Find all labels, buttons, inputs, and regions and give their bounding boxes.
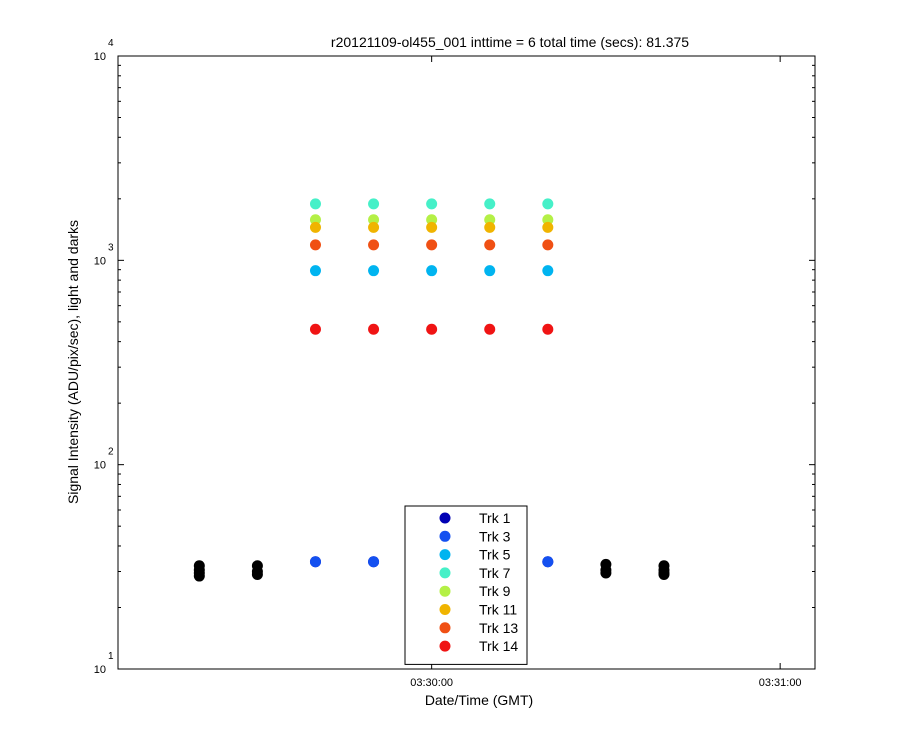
legend: Trk 1 Trk 3 Trk 5 Trk 7 Trk 9 Trk 11 Trk 13 Trk… (404, 505, 528, 665)
y-tick-label: 10 (94, 51, 106, 63)
data-point (542, 239, 554, 251)
data-point (542, 214, 554, 226)
data-point (368, 214, 380, 226)
legend-label: Trk 9 (479, 583, 511, 599)
x-tick-label: 03:31:00 (759, 677, 802, 689)
data-point (368, 323, 380, 335)
y-tick-exponent: 1 (108, 651, 114, 662)
y-axis-label: Signal Intensity (ADU/pix/sec), light an… (65, 220, 81, 504)
data-points (193, 198, 670, 582)
legend-label: Trk 3 (479, 528, 511, 544)
data-point (426, 323, 438, 335)
data-point (484, 265, 496, 277)
data-point (309, 198, 321, 210)
data-point (309, 221, 321, 233)
data-point (368, 239, 380, 251)
legend-label: Trk 11 (479, 602, 517, 618)
data-point (542, 556, 554, 568)
chart-title: r20121109-ol455_001 inttime = 6 total ti… (331, 34, 689, 50)
data-point (542, 265, 554, 277)
data-point (484, 214, 496, 226)
data-point (426, 239, 438, 251)
data-point (484, 221, 496, 233)
data-point (426, 214, 438, 226)
legend-marker (439, 567, 451, 579)
legend-label: Trk 7 (479, 565, 511, 581)
legend-label: Trk 1 (479, 510, 511, 526)
x-axis-label: Date/Time (GMT) (425, 692, 533, 708)
data-point (484, 323, 496, 335)
data-point (368, 265, 380, 277)
legend-label: Trk 13 (479, 620, 518, 636)
y-tick-label: 10 (94, 460, 106, 472)
legend-marker (439, 604, 451, 615)
legend-label: Trk 5 (479, 547, 511, 563)
data-point (426, 198, 438, 210)
data-point (309, 556, 321, 568)
legend-box (404, 505, 528, 665)
legend-marker (439, 585, 451, 597)
data-point (658, 569, 670, 581)
data-point (368, 198, 380, 210)
legend-marker (439, 549, 451, 561)
data-point (251, 569, 263, 581)
data-point (542, 198, 554, 210)
legend-marker (439, 512, 451, 524)
legend-marker (439, 622, 451, 634)
legend-label: Trk 14 (479, 638, 518, 654)
plot-area (117, 55, 816, 670)
data-point (309, 265, 321, 277)
data-point (484, 239, 496, 251)
y-tick-exponent: 3 (108, 242, 114, 253)
legend-marker (439, 640, 451, 652)
y-tick-label: 10 (94, 255, 106, 267)
legend-marker (439, 530, 451, 542)
data-point (309, 323, 321, 335)
y-tick-exponent: 2 (108, 447, 114, 458)
data-point (426, 221, 438, 233)
data-point (484, 198, 496, 210)
data-point (542, 221, 554, 233)
data-point (368, 556, 380, 568)
data-point (426, 265, 438, 277)
data-point (309, 214, 321, 226)
y-tick-exponent: 4 (108, 38, 114, 49)
data-point (193, 570, 205, 582)
x-tick-label: 03:30:00 (410, 677, 453, 689)
data-point (600, 567, 612, 579)
data-point (368, 221, 380, 233)
y-tick-label: 10 (94, 664, 106, 676)
data-point (309, 239, 321, 251)
data-point (542, 323, 554, 335)
